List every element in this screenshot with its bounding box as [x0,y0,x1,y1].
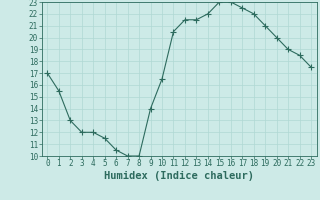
X-axis label: Humidex (Indice chaleur): Humidex (Indice chaleur) [104,171,254,181]
